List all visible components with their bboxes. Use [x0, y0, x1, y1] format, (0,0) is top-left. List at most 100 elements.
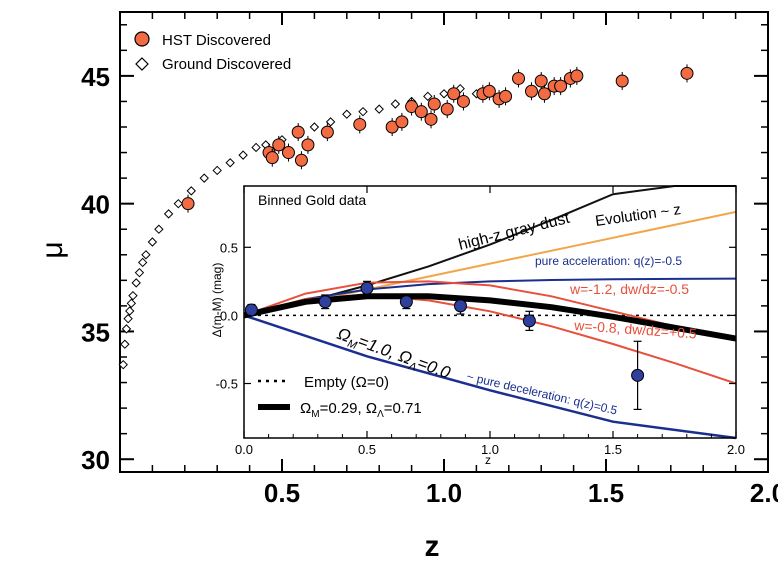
main-x-tick-label: 1.5	[588, 478, 624, 508]
inset-binned-points	[244, 280, 645, 410]
hst-point	[265, 151, 279, 165]
binned-point	[453, 299, 467, 313]
ground-point	[251, 142, 261, 153]
label-pure-acceleration: pure acceleration: q(z)=-0.5	[535, 254, 682, 268]
ground-point	[125, 306, 135, 316]
inset-title: Binned Gold data	[258, 192, 366, 208]
ground-point	[439, 89, 449, 99]
legend-ground-label: Ground Discovered	[162, 56, 291, 73]
ground-point	[147, 237, 158, 247]
hst-point	[615, 74, 629, 88]
hst-point	[414, 105, 428, 119]
ground-point	[120, 339, 130, 349]
hst-point	[272, 138, 286, 152]
main-x-tick-label: 1.0	[426, 478, 462, 508]
hst-point	[534, 74, 548, 88]
hst-point	[482, 84, 496, 98]
ground-point	[358, 106, 368, 117]
ground-point	[173, 198, 184, 209]
ground-point	[163, 209, 174, 219]
inset-x-tick-label: 2.0	[727, 442, 745, 457]
main-x-tick-label: 2.0	[750, 478, 778, 508]
hst-point	[570, 69, 584, 83]
ground-point	[455, 83, 465, 94]
binned-point	[360, 281, 374, 295]
hst-point	[440, 102, 454, 116]
main-axis-ticks: 0.5 1.0 1.5 2.0 30 35 40 45	[81, 12, 778, 508]
curve-omega-m-1	[243, 314, 737, 440]
hst-point	[427, 97, 441, 111]
main-y-tick-label: 45	[81, 62, 110, 92]
hst-point	[537, 87, 551, 101]
hst-point	[424, 112, 438, 126]
inset-x-axis-label: z	[485, 453, 491, 467]
inset-x-tick-label: 0.5	[358, 442, 376, 457]
inset-y-axis-label: Δ(m-M) (mag)	[210, 263, 224, 338]
ground-point	[134, 267, 145, 278]
hst-point	[554, 79, 568, 93]
hst-point	[447, 87, 461, 101]
ground-point	[131, 278, 141, 288]
ground-point	[374, 104, 384, 114]
hst-point	[680, 66, 694, 80]
binned-point	[522, 314, 536, 328]
hst-points	[181, 64, 694, 213]
x-axis-label: z	[425, 530, 440, 563]
legend-best-fit-label: ΩM=0.29, ΩΛ=0.71	[300, 400, 422, 420]
hst-point	[456, 94, 470, 108]
inset-x-tick-label: 1.0	[481, 442, 499, 457]
ground-point	[199, 173, 209, 183]
y-axis-label: μ	[36, 241, 69, 258]
ground-point	[141, 250, 151, 260]
legend-hst-marker	[134, 31, 150, 47]
main-y-tick-label: 30	[81, 445, 110, 475]
ground-point	[128, 290, 138, 301]
hst-point	[181, 197, 195, 211]
ground-point	[342, 109, 352, 119]
ground-point	[225, 158, 235, 168]
inset-axis-ticks: 0.0 0.5 1.0 1.5 2.0 0.5 0.0 -0.5	[216, 186, 745, 457]
ground-point	[126, 298, 137, 309]
hst-point	[524, 84, 538, 98]
ground-point	[123, 313, 133, 324]
hst-point	[512, 71, 526, 85]
main-x-tick-label: 0.5	[264, 478, 300, 508]
binned-point	[244, 303, 258, 317]
ground-point	[186, 186, 196, 196]
ground-point	[325, 117, 336, 127]
label-w-minus-1.2: w=-1.2, dw/dz=-0.5	[569, 281, 689, 297]
ground-point	[238, 150, 248, 160]
ground-point	[118, 359, 128, 370]
inset-legend: Empty (Ω=0) ΩM=0.29, ΩΛ=0.71	[258, 374, 422, 420]
ground-point	[423, 91, 433, 102]
binned-point	[631, 368, 645, 382]
main-legend: HST Discovered Ground Discovered	[134, 31, 291, 73]
ground-point	[309, 122, 320, 132]
inset-y-tick-label: -0.5	[216, 377, 238, 392]
inset-x-tick-label: 0.0	[235, 442, 253, 457]
main-y-tick-label: 40	[81, 190, 110, 220]
hst-point	[294, 153, 308, 167]
main-plot: 0.5 1.0 1.5 2.0 30 35 40 45 μ z HST Discovered …	[36, 11, 778, 563]
hst-point	[499, 89, 513, 103]
ground-point	[390, 99, 401, 109]
main-y-tick-label: 35	[81, 317, 110, 347]
binned-point	[399, 295, 413, 309]
hst-point	[320, 125, 334, 139]
hst-point	[353, 117, 367, 131]
inset-plot: 0.0 0.5 1.0 1.5 2.0 0.5 0.0 -0.5 Binned Gold da…	[210, 185, 745, 467]
hst-point	[301, 138, 315, 152]
legend-empty-label: Empty (Ω=0)	[304, 374, 389, 391]
inset-x-tick-label: 1.5	[604, 442, 622, 457]
ground-point	[137, 257, 148, 268]
legend-ground-marker	[135, 57, 149, 71]
legend-hst-label: HST Discovered	[162, 32, 271, 49]
binned-point	[318, 295, 332, 309]
hst-point	[291, 125, 305, 139]
inset-y-tick-label: 0.0	[220, 308, 238, 323]
ground-point	[121, 324, 132, 334]
inset-y-tick-label: 0.5	[220, 240, 238, 255]
hst-point	[281, 146, 295, 160]
ground-point	[212, 165, 222, 176]
